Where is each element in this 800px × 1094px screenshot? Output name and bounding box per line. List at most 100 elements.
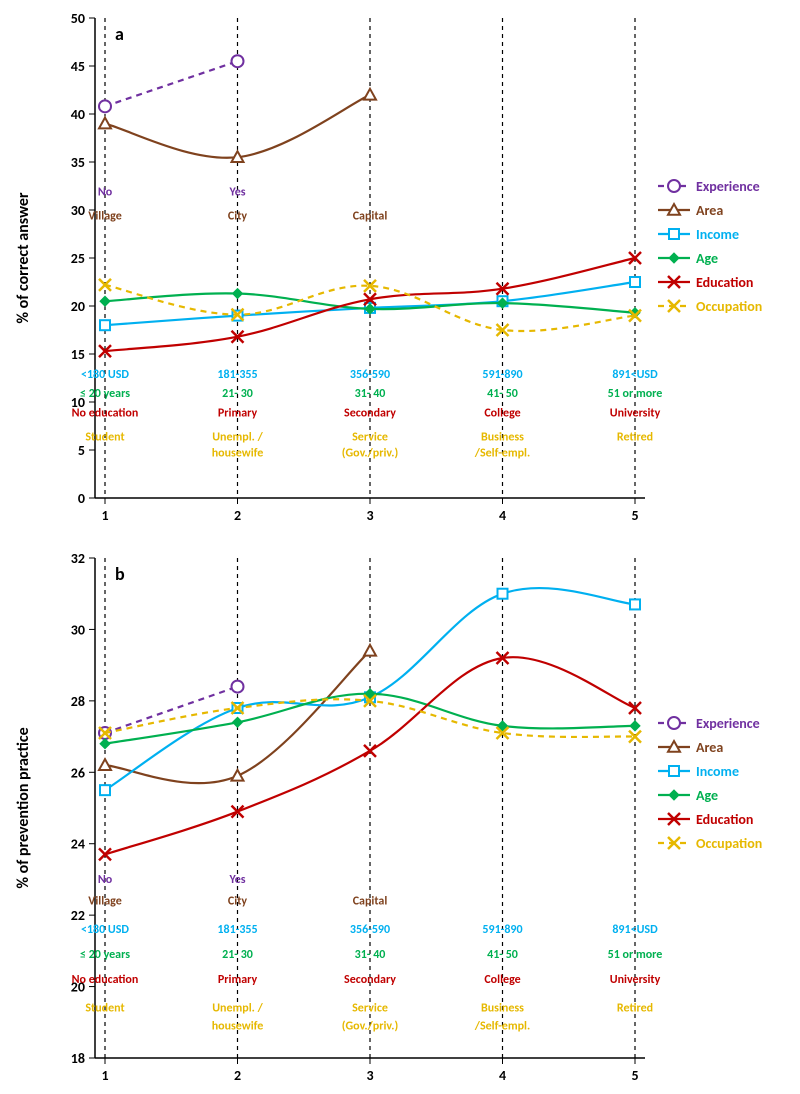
- cat-label-age: 21- 30: [222, 387, 253, 401]
- panel_a-svg: 0510152025303540455012345% of correct an…: [0, 0, 800, 530]
- legend-label-age: Age: [696, 787, 718, 804]
- cat-label-education: Secondary: [344, 973, 396, 987]
- cat-label-age: ≤ 20 years: [80, 948, 130, 962]
- cat-label-income: 591-890: [482, 923, 522, 937]
- cat-label-occupation: Business: [481, 1002, 524, 1016]
- x-tick-label: 3: [366, 1067, 373, 1084]
- cat-label-education: Primary: [218, 406, 258, 420]
- cat-label-age: 41- 50: [487, 948, 518, 962]
- y-tick-label: 22: [71, 907, 85, 924]
- x-tick-label: 4: [499, 1067, 506, 1084]
- cat-label-age: 31- 40: [355, 387, 386, 401]
- legend-label-income: Income: [696, 226, 739, 243]
- cat-label-education: College: [484, 973, 520, 987]
- cat-label-age: 51 or more: [608, 948, 663, 962]
- y-tick-label: 26: [71, 764, 85, 781]
- x-tick-label: 2: [234, 507, 241, 524]
- cat-label-education: College: [484, 406, 520, 420]
- x-tick-label: 5: [631, 1067, 638, 1084]
- cat-label-area: Village: [88, 210, 121, 224]
- cat-label-area: Capital: [353, 894, 388, 908]
- cat-label-occupation: Retired: [617, 1002, 653, 1016]
- cat-label-education: University: [610, 973, 661, 987]
- legend-label-occupation: Occupation: [696, 835, 762, 852]
- cat-label-occupation: housewife: [212, 1019, 264, 1033]
- cat-label-occupation: Business: [481, 430, 524, 444]
- y-tick-label: 20: [71, 298, 85, 315]
- cat-label-age: 21- 30: [222, 948, 253, 962]
- y-tick-label: 18: [71, 1050, 85, 1067]
- cat-label-experience: Yes: [228, 873, 245, 887]
- x-tick-label: 5: [631, 507, 638, 524]
- cat-label-income: 181-355: [217, 923, 257, 937]
- cat-label-occupation: Unempl. /: [212, 1002, 263, 1016]
- legend-label-income: Income: [696, 763, 739, 780]
- cat-label-occupation: Service: [352, 1002, 388, 1016]
- cat-label-occupation: /Self-empl.: [474, 447, 530, 461]
- cat-label-occupation: Retired: [617, 430, 653, 444]
- cat-label-education: University: [610, 406, 661, 420]
- y-tick-label: 5: [78, 442, 85, 459]
- y-tick-label: 0: [78, 490, 85, 507]
- cat-label-income: 891<USD: [612, 368, 658, 382]
- cat-label-income: 356-590: [350, 368, 390, 382]
- legend-label-occupation: Occupation: [696, 298, 762, 315]
- cat-label-age: 51 or more: [608, 387, 663, 401]
- y-tick-label: 45: [71, 58, 85, 75]
- figure-page: 0510152025303540455012345% of correct an…: [0, 0, 800, 1094]
- legend-label-education: Education: [696, 811, 753, 828]
- y-tick-label: 24: [71, 836, 85, 853]
- cat-label-education: No education: [72, 973, 139, 987]
- cat-label-income: <180 USD: [81, 923, 129, 937]
- cat-label-age: ≤ 20 years: [80, 387, 130, 401]
- cat-label-area: Village: [88, 894, 121, 908]
- y-tick-label: 15: [71, 346, 85, 363]
- legend-label-area: Area: [696, 202, 723, 219]
- panel_b-y-axis-title: % of prevention practice: [14, 727, 33, 888]
- legend-label-area: Area: [696, 739, 723, 756]
- cat-label-income: 356-590: [350, 923, 390, 937]
- cat-label-experience: No: [98, 186, 113, 200]
- x-tick-label: 1: [101, 507, 108, 524]
- cat-label-occupation: Student: [85, 1002, 124, 1016]
- legend-label-experience: Experience: [696, 715, 760, 732]
- cat-label-income: 591-890: [482, 368, 522, 382]
- cat-label-occupation: (Gov./priv.): [342, 1019, 398, 1033]
- panel_b-letter: b: [115, 563, 125, 585]
- cat-label-occupation: Unempl. /: [212, 430, 263, 444]
- y-tick-label: 25: [71, 250, 85, 267]
- y-tick-label: 40: [71, 106, 85, 123]
- legend-label-experience: Experience: [696, 178, 760, 195]
- cat-label-income: 181-355: [217, 368, 257, 382]
- legend-label-education: Education: [696, 274, 753, 291]
- cat-label-area: City: [228, 210, 247, 224]
- cat-label-age: 31- 40: [355, 948, 386, 962]
- x-tick-label: 2: [234, 1067, 241, 1084]
- cat-label-education: Primary: [218, 973, 258, 987]
- series-line-experience: [105, 61, 238, 106]
- cat-label-occupation: housewife: [212, 447, 264, 461]
- cat-label-occupation: /Self-empl.: [474, 1019, 530, 1033]
- cat-label-occupation: (Gov./priv.): [342, 447, 398, 461]
- y-tick-label: 35: [71, 154, 85, 171]
- cat-label-income: 891<USD: [612, 923, 658, 937]
- cat-label-experience: Yes: [228, 186, 245, 200]
- cat-label-income: <180 USD: [81, 368, 129, 382]
- cat-label-occupation: Student: [85, 430, 124, 444]
- y-tick-label: 30: [71, 202, 85, 219]
- cat-label-age: 41- 50: [487, 387, 518, 401]
- cat-label-education: No education: [72, 406, 139, 420]
- x-tick-label: 1: [101, 1067, 108, 1084]
- y-tick-label: 30: [71, 621, 85, 638]
- y-tick-label: 32: [71, 550, 85, 567]
- panel_a-y-axis-title: % of correct answer: [14, 192, 33, 324]
- y-tick-label: 28: [71, 693, 85, 710]
- cat-label-area: City: [228, 894, 247, 908]
- panel-a: 0510152025303540455012345% of correct an…: [0, 0, 800, 530]
- legend-label-age: Age: [696, 250, 718, 267]
- cat-label-experience: No: [98, 873, 113, 887]
- y-tick-label: 50: [71, 10, 85, 27]
- cat-label-education: Secondary: [344, 406, 396, 420]
- panel-b: 182022242628303212345% of prevention pra…: [0, 540, 800, 1094]
- cat-label-occupation: Service: [352, 430, 388, 444]
